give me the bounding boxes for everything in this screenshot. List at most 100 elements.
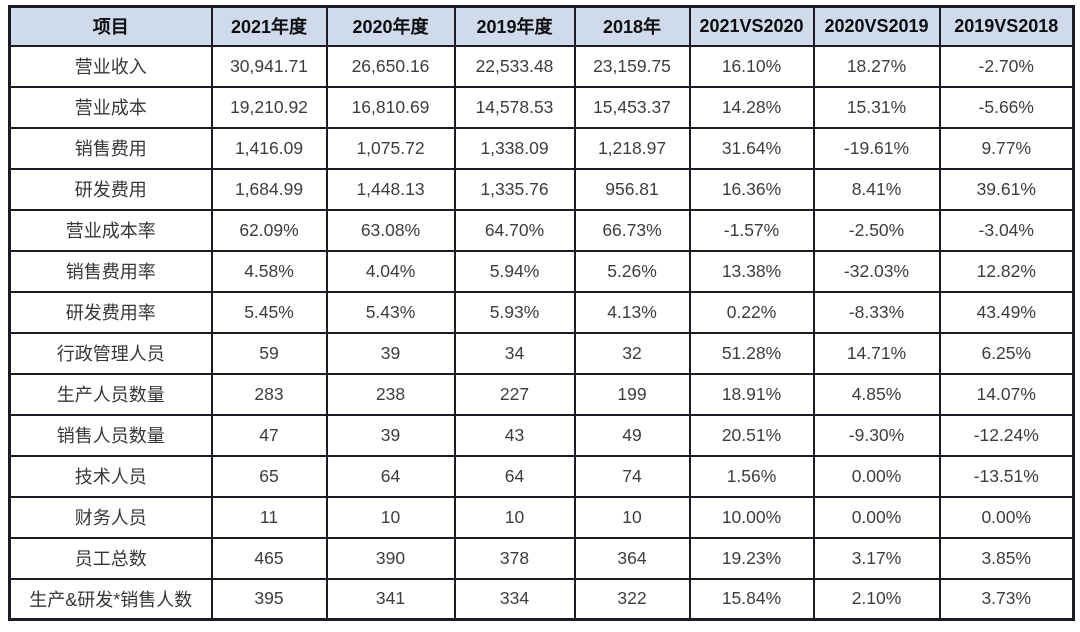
data-cell: 64: [325, 454, 456, 498]
data-cell: 18.91%: [688, 372, 815, 416]
data-cell: -2.50%: [812, 208, 941, 252]
row-label: 营业成本率: [8, 208, 213, 252]
data-cell: 4.13%: [573, 290, 691, 334]
table-body: 营业收入 30,941.71 26,650.16 22,533.48 23,159.75…: [8, 44, 1075, 621]
data-cell: 74: [573, 454, 691, 498]
data-cell: 14,578.53: [453, 85, 576, 129]
data-cell: 14.07%: [938, 372, 1075, 416]
data-cell: 64: [453, 454, 576, 498]
column-header: 2021VS2020: [688, 5, 815, 47]
data-cell: 49: [573, 413, 691, 457]
data-cell: 0.00%: [812, 454, 941, 498]
data-cell: 1,075.72: [325, 126, 456, 170]
data-cell: 22,533.48: [453, 44, 576, 88]
data-cell: 59: [210, 331, 328, 375]
row-label: 营业成本: [8, 85, 213, 129]
table-row: 销售费用 1,416.09 1,075.72 1,338.09 1,218.97 31.6…: [8, 126, 1075, 170]
data-cell: 62.09%: [210, 208, 328, 252]
data-cell: 31.64%: [688, 126, 815, 170]
data-cell: 14.71%: [812, 331, 941, 375]
row-label: 技术人员: [8, 454, 213, 498]
data-cell: 0.22%: [688, 290, 815, 334]
data-cell: 16.10%: [688, 44, 815, 88]
data-cell: 1.56%: [688, 454, 815, 498]
data-cell: 1,448.13: [325, 167, 456, 211]
table-header: 项目 2021年度 2020年度 2019年度 2018年 2021VS2020 2020V…: [8, 5, 1075, 47]
data-cell: -19.61%: [812, 126, 941, 170]
data-cell: -1.57%: [688, 208, 815, 252]
data-cell: 390: [325, 536, 456, 580]
data-cell: 51.28%: [688, 331, 815, 375]
table-row: 营业收入 30,941.71 26,650.16 22,533.48 23,159.75…: [8, 44, 1075, 88]
data-cell: 8.41%: [812, 167, 941, 211]
data-cell: 16.36%: [688, 167, 815, 211]
data-cell: -32.03%: [812, 249, 941, 293]
data-cell: -8.33%: [812, 290, 941, 334]
data-cell: 19.23%: [688, 536, 815, 580]
data-cell: 465: [210, 536, 328, 580]
data-cell: 63.08%: [325, 208, 456, 252]
data-cell: -3.04%: [938, 208, 1075, 252]
data-cell: 64.70%: [453, 208, 576, 252]
data-cell: 3.17%: [812, 536, 941, 580]
data-cell: 364: [573, 536, 691, 580]
data-cell: 16,810.69: [325, 85, 456, 129]
table-row: 技术人员 65 64 64 74 1.56% 0.00% -13.51%: [8, 454, 1075, 498]
data-cell: 15.31%: [812, 85, 941, 129]
data-cell: 19,210.92: [210, 85, 328, 129]
data-cell: 0.00%: [938, 495, 1075, 539]
data-cell: 12.82%: [938, 249, 1075, 293]
data-cell: 227: [453, 372, 576, 416]
data-cell: 322: [573, 577, 691, 621]
data-cell: 199: [573, 372, 691, 416]
column-header: 2018年: [573, 5, 691, 47]
table-row: 营业成本率 62.09% 63.08% 64.70% 66.73% -1.57% -2.50…: [8, 208, 1075, 252]
data-cell: 3.73%: [938, 577, 1075, 621]
data-cell: 66.73%: [573, 208, 691, 252]
row-label: 研发费用率: [8, 290, 213, 334]
data-cell: 1,338.09: [453, 126, 576, 170]
data-cell: 65: [210, 454, 328, 498]
column-header: 2021年度: [210, 5, 328, 47]
data-cell: 30,941.71: [210, 44, 328, 88]
data-cell: 39: [325, 331, 456, 375]
data-cell: 43: [453, 413, 576, 457]
data-cell: 14.28%: [688, 85, 815, 129]
row-label: 销售费用率: [8, 249, 213, 293]
data-cell: 395: [210, 577, 328, 621]
data-cell: 1,335.76: [453, 167, 576, 211]
data-cell: 1,684.99: [210, 167, 328, 211]
data-cell: 1,218.97: [573, 126, 691, 170]
column-header: 2019年度: [453, 5, 576, 47]
data-cell: 4.58%: [210, 249, 328, 293]
data-cell: 2.10%: [812, 577, 941, 621]
row-label: 销售人员数量: [8, 413, 213, 457]
data-cell: -9.30%: [812, 413, 941, 457]
table-row: 生产&研发*销售人数 395 341 334 322 15.84% 2.10% 3.73%: [8, 577, 1075, 621]
data-cell: 5.45%: [210, 290, 328, 334]
data-cell: 10: [453, 495, 576, 539]
row-label: 行政管理人员: [8, 331, 213, 375]
data-cell: 10: [573, 495, 691, 539]
data-cell: 10: [325, 495, 456, 539]
data-cell: 0.00%: [812, 495, 941, 539]
data-cell: 378: [453, 536, 576, 580]
data-cell: 956.81: [573, 167, 691, 211]
table-row: 员工总数 465 390 378 364 19.23% 3.17% 3.85%: [8, 536, 1075, 580]
column-header-item: 项目: [8, 5, 213, 47]
data-cell: 1,416.09: [210, 126, 328, 170]
column-header: 2020年度: [325, 5, 456, 47]
table-row: 销售人员数量 47 39 43 49 20.51% -9.30% -12.24%: [8, 413, 1075, 457]
data-cell: 18.27%: [812, 44, 941, 88]
table-row: 生产人员数量 283 238 227 199 18.91% 4.85% 14.07%: [8, 372, 1075, 416]
data-cell: -2.70%: [938, 44, 1075, 88]
data-cell: -5.66%: [938, 85, 1075, 129]
data-cell: 15.84%: [688, 577, 815, 621]
row-label: 营业收入: [8, 44, 213, 88]
data-cell: 11: [210, 495, 328, 539]
data-cell: 32: [573, 331, 691, 375]
data-cell: 15,453.37: [573, 85, 691, 129]
column-header: 2019VS2018: [938, 5, 1075, 47]
data-cell: 5.94%: [453, 249, 576, 293]
